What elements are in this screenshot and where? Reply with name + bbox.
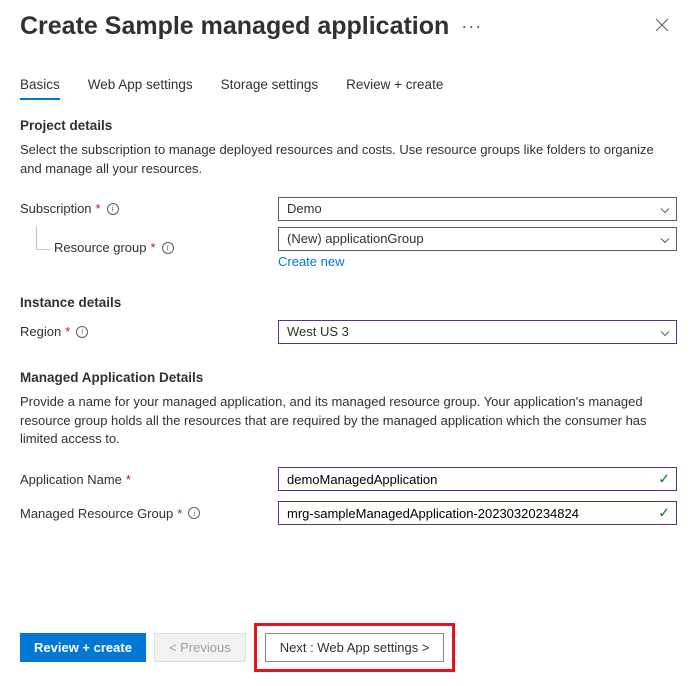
tab-webapp[interactable]: Web App settings: [88, 71, 193, 100]
managed-rg-input-wrap: ✓: [278, 501, 677, 525]
tab-basics[interactable]: Basics: [20, 71, 60, 100]
subscription-select[interactable]: Demo: [278, 197, 677, 221]
check-icon: ✓: [658, 471, 670, 488]
resource-group-label: Resource group: [54, 240, 147, 255]
required-star: *: [126, 472, 131, 487]
required-star: *: [65, 324, 70, 339]
region-label: Region: [20, 324, 61, 339]
required-star: *: [151, 240, 156, 255]
highlight-frame: Next : Web App settings >: [254, 623, 456, 672]
info-icon[interactable]: i: [162, 242, 174, 254]
app-name-input-wrap: ✓: [278, 467, 677, 491]
next-button[interactable]: Next : Web App settings >: [265, 633, 445, 662]
previous-button: < Previous: [154, 633, 246, 662]
required-star: *: [96, 201, 101, 216]
project-details-heading: Project details: [20, 118, 677, 133]
app-name-label: Application Name: [20, 472, 122, 487]
subscription-label: Subscription: [20, 201, 92, 216]
chevron-down-icon: [660, 201, 670, 216]
project-details-desc: Select the subscription to manage deploy…: [20, 141, 677, 179]
close-icon[interactable]: [647, 12, 677, 41]
resource-group-value: (New) applicationGroup: [287, 231, 424, 246]
resource-group-select[interactable]: (New) applicationGroup: [278, 227, 677, 251]
managed-app-desc: Provide a name for your managed applicat…: [20, 393, 677, 450]
check-icon: ✓: [658, 505, 670, 522]
managed-app-heading: Managed Application Details: [20, 370, 677, 385]
tab-bar: Basics Web App settings Storage settings…: [20, 71, 677, 100]
tree-connector: [36, 226, 50, 250]
tab-storage[interactable]: Storage settings: [221, 71, 319, 100]
chevron-down-icon: [660, 231, 670, 246]
info-icon[interactable]: i: [188, 507, 200, 519]
region-value: West US 3: [287, 324, 349, 339]
instance-details-heading: Instance details: [20, 295, 677, 310]
create-new-link[interactable]: Create new: [278, 254, 344, 269]
page-title: Create Sample managed application: [20, 12, 449, 41]
app-name-input[interactable]: [287, 472, 652, 487]
managed-rg-label: Managed Resource Group: [20, 506, 173, 521]
info-icon[interactable]: i: [76, 326, 88, 338]
review-create-button[interactable]: Review + create: [20, 633, 146, 662]
footer-bar: Review + create < Previous Next : Web Ap…: [20, 623, 677, 672]
region-select[interactable]: West US 3: [278, 320, 677, 344]
info-icon[interactable]: i: [107, 203, 119, 215]
required-star: *: [177, 506, 182, 521]
managed-rg-input[interactable]: [287, 506, 652, 521]
more-actions-icon[interactable]: ···: [461, 16, 482, 37]
subscription-value: Demo: [287, 201, 322, 216]
chevron-down-icon: [660, 324, 670, 339]
tab-review[interactable]: Review + create: [346, 71, 443, 100]
